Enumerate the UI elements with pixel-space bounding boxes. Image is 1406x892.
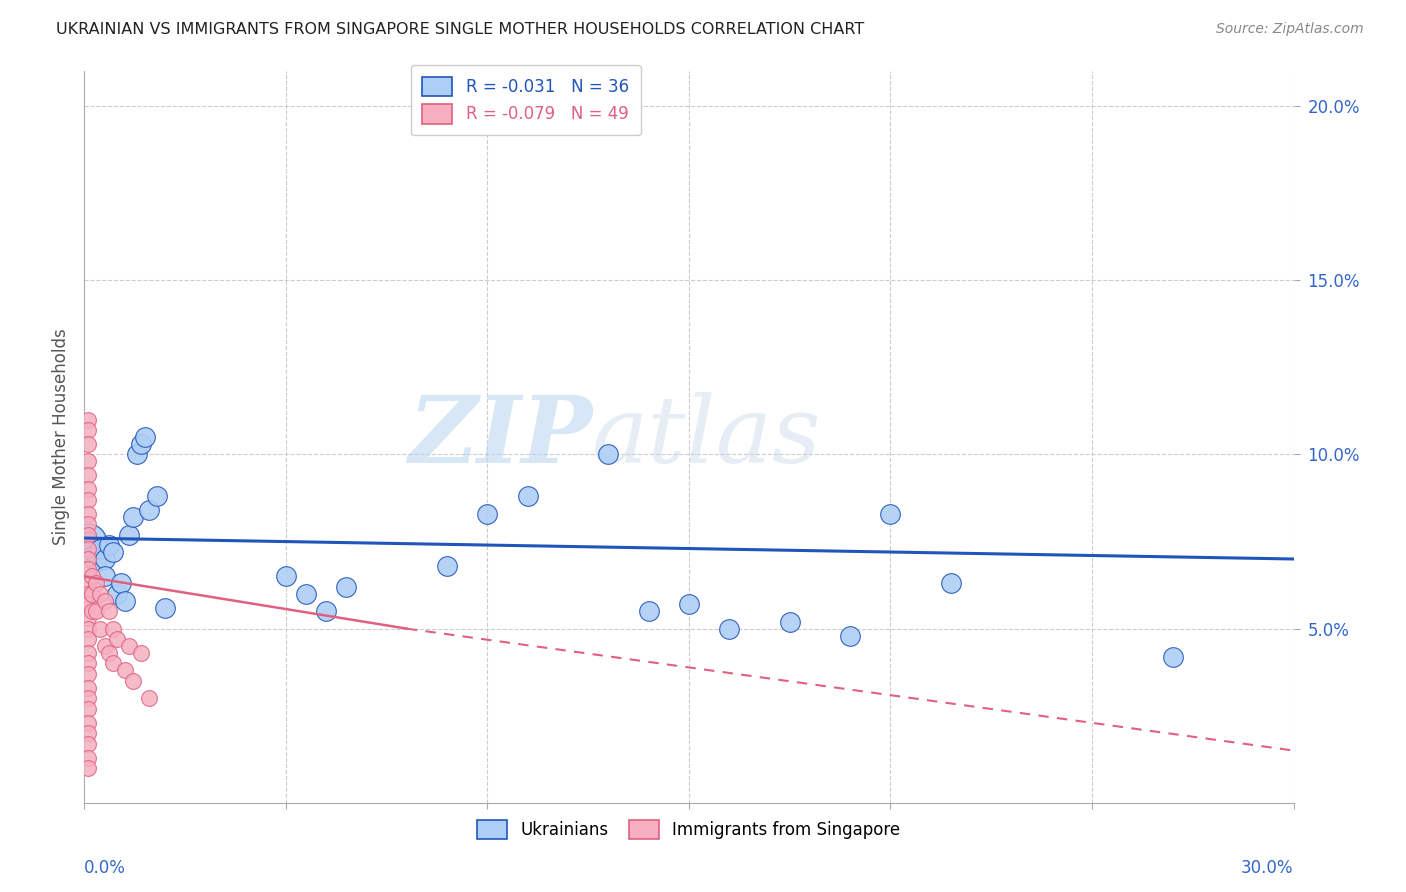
Point xyxy=(77,468,100,483)
Point xyxy=(101,622,124,636)
Point xyxy=(637,604,659,618)
Point xyxy=(101,657,124,671)
Point xyxy=(879,507,901,521)
Point xyxy=(77,562,100,576)
Point xyxy=(89,622,111,636)
Point xyxy=(77,483,100,497)
Text: Source: ZipAtlas.com: Source: ZipAtlas.com xyxy=(1216,22,1364,37)
Point xyxy=(315,604,337,618)
Point xyxy=(77,423,100,437)
Text: ZIP: ZIP xyxy=(408,392,592,482)
Point xyxy=(138,691,160,706)
Point xyxy=(939,576,962,591)
Text: atlas: atlas xyxy=(592,392,821,482)
Point xyxy=(678,597,700,611)
Point xyxy=(89,541,111,556)
Point xyxy=(77,681,100,695)
Text: 30.0%: 30.0% xyxy=(1241,858,1294,877)
Point xyxy=(97,646,120,660)
Point xyxy=(77,622,100,636)
Point xyxy=(77,517,100,532)
Point xyxy=(77,657,100,671)
Point xyxy=(121,510,143,524)
Point xyxy=(295,587,318,601)
Point xyxy=(82,569,104,583)
Point xyxy=(146,489,169,503)
Point xyxy=(129,646,152,660)
Point xyxy=(77,437,100,451)
Point xyxy=(77,702,100,716)
Point xyxy=(86,604,108,618)
Point xyxy=(86,556,108,570)
Point xyxy=(138,503,160,517)
Point xyxy=(335,580,357,594)
Point xyxy=(77,534,100,549)
Point xyxy=(77,726,100,740)
Point xyxy=(77,761,100,775)
Point xyxy=(1161,649,1184,664)
Point xyxy=(516,489,538,503)
Point xyxy=(86,576,108,591)
Point xyxy=(105,632,128,646)
Point xyxy=(93,639,115,653)
Point xyxy=(118,527,141,541)
Point xyxy=(77,527,100,541)
Point xyxy=(101,545,124,559)
Point xyxy=(77,552,100,566)
Point xyxy=(779,615,801,629)
Y-axis label: Single Mother Households: Single Mother Households xyxy=(52,329,70,545)
Point xyxy=(77,750,100,764)
Point xyxy=(93,569,115,583)
Point xyxy=(77,587,100,601)
Point xyxy=(77,691,100,706)
Point xyxy=(839,629,862,643)
Text: UKRAINIAN VS IMMIGRANTS FROM SINGAPORE SINGLE MOTHER HOUSEHOLDS CORRELATION CHAR: UKRAINIAN VS IMMIGRANTS FROM SINGAPORE S… xyxy=(56,22,865,37)
Point xyxy=(77,492,100,507)
Point xyxy=(129,437,152,451)
Point xyxy=(153,600,176,615)
Point xyxy=(93,552,115,566)
Point xyxy=(97,604,120,618)
Point xyxy=(77,412,100,426)
Point xyxy=(718,622,741,636)
Point xyxy=(118,639,141,653)
Point xyxy=(77,454,100,468)
Point xyxy=(77,646,100,660)
Point xyxy=(77,576,100,591)
Point xyxy=(77,737,100,751)
Point xyxy=(274,569,297,583)
Point xyxy=(125,448,148,462)
Point xyxy=(134,430,156,444)
Point xyxy=(82,549,104,563)
Point xyxy=(77,541,100,556)
Point xyxy=(77,534,100,549)
Point xyxy=(114,664,136,678)
Point xyxy=(82,604,104,618)
Point xyxy=(77,611,100,625)
Point xyxy=(77,597,100,611)
Point xyxy=(82,587,104,601)
Point xyxy=(97,538,120,552)
Point xyxy=(77,632,100,646)
Point xyxy=(77,667,100,681)
Point xyxy=(89,587,111,601)
Point xyxy=(114,594,136,608)
Point xyxy=(121,673,143,688)
Point xyxy=(477,507,499,521)
Point xyxy=(93,594,115,608)
Text: 0.0%: 0.0% xyxy=(84,858,127,877)
Point xyxy=(105,587,128,601)
Point xyxy=(598,448,620,462)
Point xyxy=(77,715,100,730)
Point xyxy=(110,576,132,591)
Point xyxy=(436,558,458,573)
Point xyxy=(77,507,100,521)
Point xyxy=(77,541,100,556)
Legend: Ukrainians, Immigrants from Singapore: Ukrainians, Immigrants from Singapore xyxy=(471,814,907,846)
